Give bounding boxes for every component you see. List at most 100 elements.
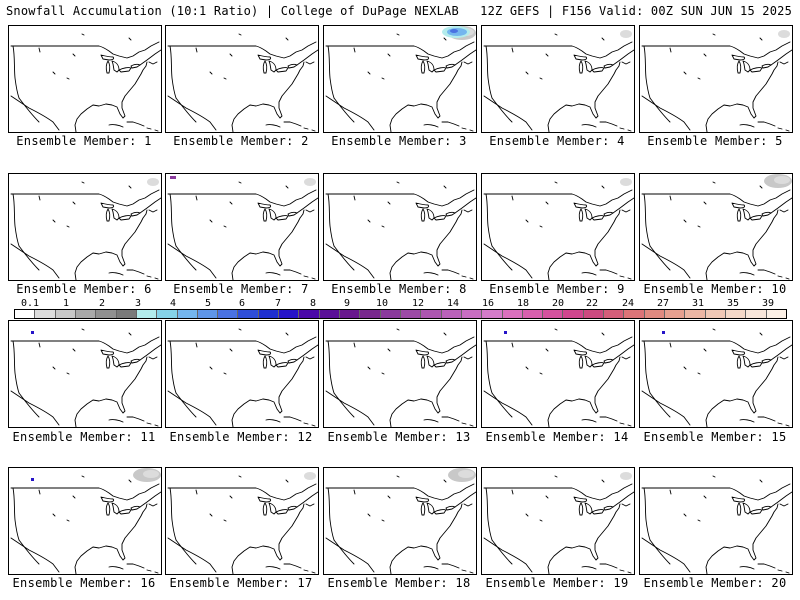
ensemble-member-map-12 xyxy=(165,320,319,428)
snowfall-colorbar xyxy=(14,309,787,319)
colorbar-tick-label: 7 xyxy=(274,298,282,309)
colorbar-swatch xyxy=(340,310,361,318)
ensemble-member-label: Ensemble Member: 7 xyxy=(173,282,309,296)
colorbar-swatch xyxy=(604,310,625,318)
colorbar-swatch xyxy=(299,310,320,318)
ensemble-member-label: Ensemble Member: 5 xyxy=(647,134,783,148)
colorbar-swatch xyxy=(543,310,564,318)
colorbar-swatch xyxy=(563,310,584,318)
ensemble-member-label: Ensemble Member: 13 xyxy=(327,430,471,444)
ensemble-member-map-2 xyxy=(165,25,319,133)
colorbar-swatch xyxy=(746,310,767,318)
ensemble-member-label: Ensemble Member: 15 xyxy=(643,430,787,444)
colorbar-swatch xyxy=(15,310,36,318)
colorbar-tick-label: 0.1 xyxy=(20,298,40,309)
colorbar-swatch xyxy=(157,310,178,318)
colorbar-swatch xyxy=(218,310,239,318)
colorbar-swatch xyxy=(380,310,401,318)
ensemble-member-map-14 xyxy=(481,320,635,428)
ensemble-member-map-16 xyxy=(8,467,162,575)
ensemble-member-map-20 xyxy=(639,467,793,575)
ensemble-member-map-9 xyxy=(481,173,635,281)
colorbar-tick-label: 4 xyxy=(169,298,177,309)
colorbar-swatch xyxy=(644,310,665,318)
colorbar-swatch xyxy=(502,310,523,318)
ensemble-member-map-8 xyxy=(323,173,477,281)
colorbar-swatch xyxy=(96,310,117,318)
run-valid-time: 12Z GEFS | F156 Valid: 00Z SUN JUN 15 20… xyxy=(480,4,792,18)
colorbar-swatch xyxy=(441,310,462,318)
ensemble-member-map-11 xyxy=(8,320,162,428)
colorbar-swatch xyxy=(279,310,300,318)
colorbar-swatch xyxy=(360,310,381,318)
ensemble-member-label: Ensemble Member: 1 xyxy=(16,134,152,148)
chart-title: Snowfall Accumulation (10:1 Ratio) | Col… xyxy=(6,4,459,18)
ensemble-member-map-18 xyxy=(323,467,477,575)
ensemble-member-map-15 xyxy=(639,320,793,428)
colorbar-tick-label: 20 xyxy=(551,298,565,309)
colorbar-swatch xyxy=(522,310,544,318)
colorbar-tick-label: 35 xyxy=(726,298,740,309)
colorbar-tick-label: 39 xyxy=(761,298,775,309)
colorbar-swatch xyxy=(197,310,219,318)
ensemble-member-label: Ensemble Member: 10 xyxy=(643,282,787,296)
colorbar-tick-label: 6 xyxy=(238,298,246,309)
ensemble-member-label: Ensemble Member: 17 xyxy=(169,576,313,590)
colorbar-swatch xyxy=(421,310,442,318)
ensemble-member-map-6 xyxy=(8,173,162,281)
colorbar-tick-label: 18 xyxy=(516,298,530,309)
colorbar-swatch xyxy=(116,310,137,318)
colorbar-tick-label: 8 xyxy=(309,298,317,309)
ensemble-member-label: Ensemble Member: 3 xyxy=(331,134,467,148)
colorbar-swatch xyxy=(685,310,706,318)
colorbar-swatch xyxy=(461,310,483,318)
colorbar-swatch xyxy=(766,310,786,318)
ensemble-member-label: Ensemble Member: 14 xyxy=(485,430,629,444)
ensemble-member-label: Ensemble Member: 6 xyxy=(16,282,152,296)
colorbar-swatch xyxy=(177,310,198,318)
colorbar-swatch xyxy=(665,310,686,318)
colorbar-labels: 0.1 1 2 3 4 5 6 7 8 9 10 12 14 16 18 20 22 24 27 31 35 39 xyxy=(0,0,800,309)
ensemble-member-map-7 xyxy=(165,173,319,281)
ensemble-member-label: Ensemble Member: 18 xyxy=(327,576,471,590)
ensemble-member-label: Ensemble Member: 20 xyxy=(643,576,787,590)
ensemble-member-map-13 xyxy=(323,320,477,428)
ensemble-member-label: Ensemble Member: 2 xyxy=(173,134,309,148)
colorbar-swatch xyxy=(705,310,726,318)
colorbar-swatch xyxy=(75,310,97,318)
ensemble-member-label: Ensemble Member: 8 xyxy=(331,282,467,296)
ensemble-member-label: Ensemble Member: 9 xyxy=(489,282,625,296)
ensemble-member-label: Ensemble Member: 4 xyxy=(489,134,625,148)
colorbar-swatch xyxy=(55,310,76,318)
colorbar-swatch xyxy=(482,310,503,318)
ensemble-member-map-4 xyxy=(481,25,635,133)
colorbar-swatch xyxy=(319,310,340,318)
ensemble-member-label: Ensemble Member: 12 xyxy=(169,430,313,444)
colorbar-swatch xyxy=(35,310,56,318)
ensemble-member-map-3 xyxy=(323,25,477,133)
colorbar-tick-label: 12 xyxy=(411,298,425,309)
colorbar-tick-label: 5 xyxy=(204,298,212,309)
ensemble-member-map-17 xyxy=(165,467,319,575)
colorbar-swatch xyxy=(400,310,422,318)
ensemble-member-label: Ensemble Member: 16 xyxy=(12,576,156,590)
colorbar-tick-label: 16 xyxy=(481,298,495,309)
colorbar-tick-label: 22 xyxy=(585,298,599,309)
colorbar-tick-label: 1 xyxy=(62,298,70,309)
colorbar-swatch xyxy=(725,310,747,318)
colorbar-tick-label: 24 xyxy=(621,298,635,309)
ensemble-member-label: Ensemble Member: 11 xyxy=(12,430,156,444)
ensemble-member-map-19 xyxy=(481,467,635,575)
colorbar-tick-label: 9 xyxy=(343,298,351,309)
colorbar-tick-label: 14 xyxy=(446,298,460,309)
colorbar-swatch xyxy=(136,310,158,318)
colorbar-tick-label: 31 xyxy=(691,298,705,309)
ensemble-member-label: Ensemble Member: 19 xyxy=(485,576,629,590)
colorbar-tick-label: 3 xyxy=(134,298,142,309)
colorbar-swatch xyxy=(583,310,605,318)
colorbar-tick-label: 27 xyxy=(656,298,670,309)
ensemble-member-map-10 xyxy=(639,173,793,281)
ensemble-member-map-5 xyxy=(639,25,793,133)
colorbar-tick-label: 10 xyxy=(375,298,389,309)
colorbar-swatch xyxy=(258,310,280,318)
